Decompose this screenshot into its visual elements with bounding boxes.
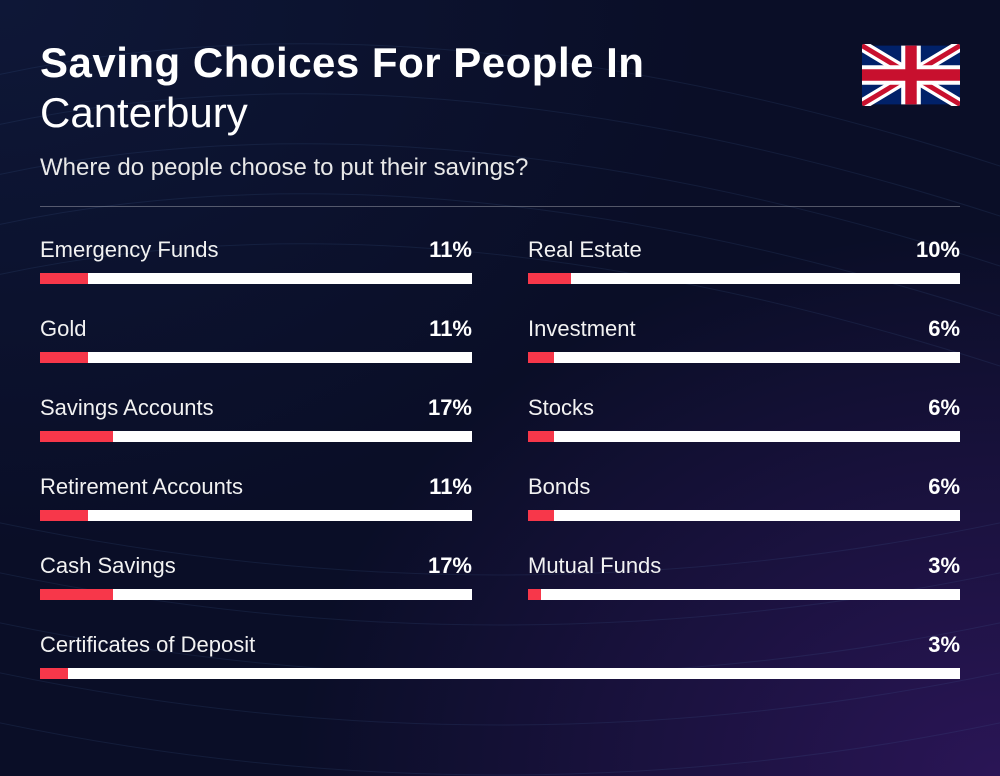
bar-fill: [528, 431, 554, 442]
bar-track: [40, 273, 472, 284]
bar-header: Retirement Accounts 11%: [40, 474, 472, 500]
uk-flag-icon: [862, 44, 960, 106]
bar-label: Certificates of Deposit: [40, 632, 255, 658]
bar-label: Cash Savings: [40, 553, 176, 579]
bar-item: Cash Savings 17%: [40, 553, 472, 600]
bar-track: [528, 431, 960, 442]
bar-fill: [40, 273, 88, 284]
bar-value: 11%: [429, 237, 472, 263]
bar-item: Gold 11%: [40, 316, 472, 363]
bar-track: [40, 352, 472, 363]
bar-value: 10%: [916, 237, 960, 263]
bar-header: Investment 6%: [528, 316, 960, 342]
bar-value: 11%: [429, 474, 472, 500]
bar-label: Stocks: [528, 395, 594, 421]
bar-header: Mutual Funds 3%: [528, 553, 960, 579]
bar-fill: [528, 352, 554, 363]
bar-value: 17%: [428, 553, 472, 579]
bar-value: 17%: [428, 395, 472, 421]
bar-track: [528, 589, 960, 600]
bar-track: [40, 589, 472, 600]
bar-item: Retirement Accounts 11%: [40, 474, 472, 521]
bar-header: Certificates of Deposit 3%: [40, 632, 960, 658]
bar-value: 6%: [928, 474, 960, 500]
bar-label: Gold: [40, 316, 86, 342]
bar-item: Certificates of Deposit 3%: [40, 632, 960, 679]
bar-label: Mutual Funds: [528, 553, 661, 579]
bar-item: Savings Accounts 17%: [40, 395, 472, 442]
bar-label: Investment: [528, 316, 636, 342]
bar-header: Bonds 6%: [528, 474, 960, 500]
bar-label: Emergency Funds: [40, 237, 219, 263]
bar-header: Emergency Funds 11%: [40, 237, 472, 263]
bar-header: Gold 11%: [40, 316, 472, 342]
left-column: Emergency Funds 11% Gold 11% Savings Account…: [40, 237, 472, 632]
bar-fill: [40, 668, 68, 679]
bar-item: Mutual Funds 3%: [528, 553, 960, 600]
bar-header: Savings Accounts 17%: [40, 395, 472, 421]
title-line2: Canterbury: [40, 90, 960, 136]
bar-track: [40, 510, 472, 521]
bar-header: Stocks 6%: [528, 395, 960, 421]
bar-fill: [528, 589, 541, 600]
bar-fill: [40, 589, 113, 600]
bar-track: [40, 668, 960, 679]
bar-item: Bonds 6%: [528, 474, 960, 521]
bar-label: Retirement Accounts: [40, 474, 243, 500]
bar-track: [528, 510, 960, 521]
bar-track: [528, 352, 960, 363]
subtitle: Where do people choose to put their savi…: [40, 154, 960, 182]
bar-label: Savings Accounts: [40, 395, 214, 421]
full-width-row: Certificates of Deposit 3%: [40, 632, 960, 679]
bar-header: Real Estate 10%: [528, 237, 960, 263]
bar-header: Cash Savings 17%: [40, 553, 472, 579]
bar-label: Real Estate: [528, 237, 642, 263]
bar-fill: [528, 510, 554, 521]
bar-fill: [528, 273, 571, 284]
bar-item: Real Estate 10%: [528, 237, 960, 284]
bar-track: [528, 273, 960, 284]
bar-item: Investment 6%: [528, 316, 960, 363]
chart-columns: Emergency Funds 11% Gold 11% Savings Account…: [40, 237, 960, 632]
bar-value: 3%: [928, 553, 960, 579]
bar-track: [40, 431, 472, 442]
bar-item: Emergency Funds 11%: [40, 237, 472, 284]
bar-fill: [40, 352, 88, 363]
bar-value: 6%: [928, 316, 960, 342]
bar-label: Bonds: [528, 474, 590, 500]
divider: [40, 206, 960, 207]
bar-fill: [40, 510, 88, 521]
bar-value: 3%: [928, 632, 960, 658]
title-line1: Saving Choices For People In: [40, 40, 960, 86]
bar-value: 6%: [928, 395, 960, 421]
bar-item: Stocks 6%: [528, 395, 960, 442]
bar-value: 11%: [429, 316, 472, 342]
header: Saving Choices For People In Canterbury …: [40, 40, 960, 182]
right-column: Real Estate 10% Investment 6% Stocks 6% Bonds 6…: [528, 237, 960, 632]
bar-fill: [40, 431, 113, 442]
